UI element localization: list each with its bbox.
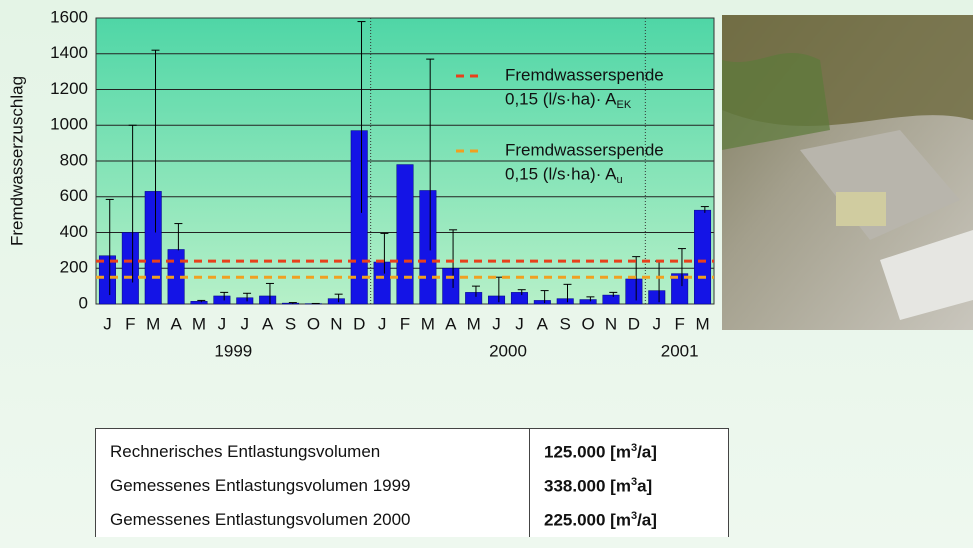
x-tick-label: M — [192, 314, 206, 333]
photo — [722, 15, 973, 330]
x-tick-label: D — [628, 314, 640, 333]
bar — [580, 300, 596, 304]
bar — [511, 292, 527, 304]
y-tick-label: 200 — [60, 258, 88, 277]
bar — [603, 295, 619, 304]
year-label: 1999 — [214, 341, 252, 360]
x-tick-label: F — [400, 314, 410, 333]
x-tick-label: A — [170, 314, 182, 333]
value-part: /a] — [637, 510, 657, 529]
y-tick-label: 1000 — [50, 115, 88, 134]
row-value: 338.000 [m3a] — [530, 469, 729, 503]
row-label: Gemessenes Entlastungsvolumen 2000 — [96, 503, 530, 537]
bar — [237, 298, 253, 304]
bar — [191, 301, 207, 304]
y-axis-title: Fremdwasserzuschlag — [7, 76, 26, 246]
bar — [557, 299, 573, 304]
x-tick-label: M — [421, 314, 435, 333]
value-part: /a] — [637, 442, 657, 461]
row-label: Rechnerisches Entlastungsvolumen — [96, 429, 530, 470]
x-tick-label: A — [537, 314, 549, 333]
y-tick-label: 1600 — [50, 7, 88, 26]
bar — [420, 190, 436, 304]
bar — [214, 296, 230, 304]
year-label: 2000 — [489, 341, 527, 360]
x-tick-label: J — [653, 314, 662, 333]
bar — [374, 262, 390, 304]
value-part: 338.000 [m — [544, 476, 631, 495]
x-tick-label: S — [285, 314, 296, 333]
legend-label: 0,15 (l/s·ha)· Au — [505, 164, 623, 185]
bar — [259, 296, 275, 304]
x-tick-label: N — [605, 314, 617, 333]
value-part: 225.000 [m — [544, 510, 631, 529]
x-tick-label: J — [218, 314, 227, 333]
bar — [694, 210, 710, 304]
bar — [397, 165, 413, 304]
y-tick-label: 400 — [60, 222, 88, 241]
x-tick-label: O — [307, 314, 320, 333]
bar — [443, 268, 459, 304]
bar — [282, 303, 298, 304]
slide: Fremdwasserzuschlag 0 200 400 600 800 1000 120… — [0, 0, 973, 548]
chart: Fremdwasserzuschlag 0 200 400 600 800 1000 120… — [0, 0, 973, 420]
y-tick-label: 800 — [60, 150, 88, 169]
y-tick-label: 0 — [79, 293, 88, 312]
row-value: 125.000 [m3/a] — [530, 429, 729, 470]
x-tick-label: J — [241, 314, 250, 333]
x-tick-label: F — [125, 314, 135, 333]
row-label: Gemessenes Entlastungsvolumen 1999 — [96, 469, 530, 503]
y-tick-label: 1200 — [50, 79, 88, 98]
legend-subscript: EK — [617, 99, 632, 111]
x-tick-label: A — [262, 314, 274, 333]
legend-subscript: u — [617, 174, 623, 186]
y-tick-label: 600 — [60, 186, 88, 205]
bar — [649, 291, 665, 304]
legend-label: 0,15 (l/s·ha)· AEK — [505, 89, 632, 110]
year-label: 2001 — [661, 341, 699, 360]
x-tick-label: S — [560, 314, 571, 333]
x-tick-label: O — [581, 314, 594, 333]
x-tick-label: A — [445, 314, 457, 333]
legend-label: Fremdwasserspende — [505, 65, 664, 84]
row-value: 225.000 [m3/a] — [530, 503, 729, 537]
x-tick-label: J — [103, 314, 112, 333]
x-tick-label: J — [492, 314, 501, 333]
bar — [99, 256, 115, 304]
bar — [534, 300, 550, 304]
x-tick-label: J — [378, 314, 387, 333]
x-tick-label: F — [674, 314, 684, 333]
bar — [145, 191, 161, 304]
bar — [122, 233, 138, 305]
x-tick-label: M — [146, 314, 160, 333]
bar — [328, 299, 344, 304]
x-tick-label: M — [467, 314, 481, 333]
y-tick-label: 1400 — [50, 43, 88, 62]
value-part: a] — [637, 476, 652, 495]
x-tick-label: J — [515, 314, 524, 333]
legend-label: Fremdwasserspende — [505, 140, 664, 159]
x-tick-label: N — [330, 314, 342, 333]
x-tick-label: M — [695, 314, 709, 333]
bar — [626, 279, 642, 304]
value-part: 125.000 [m — [544, 442, 631, 461]
bar — [465, 292, 481, 304]
bar — [488, 296, 504, 304]
x-tick-label: D — [353, 314, 365, 333]
